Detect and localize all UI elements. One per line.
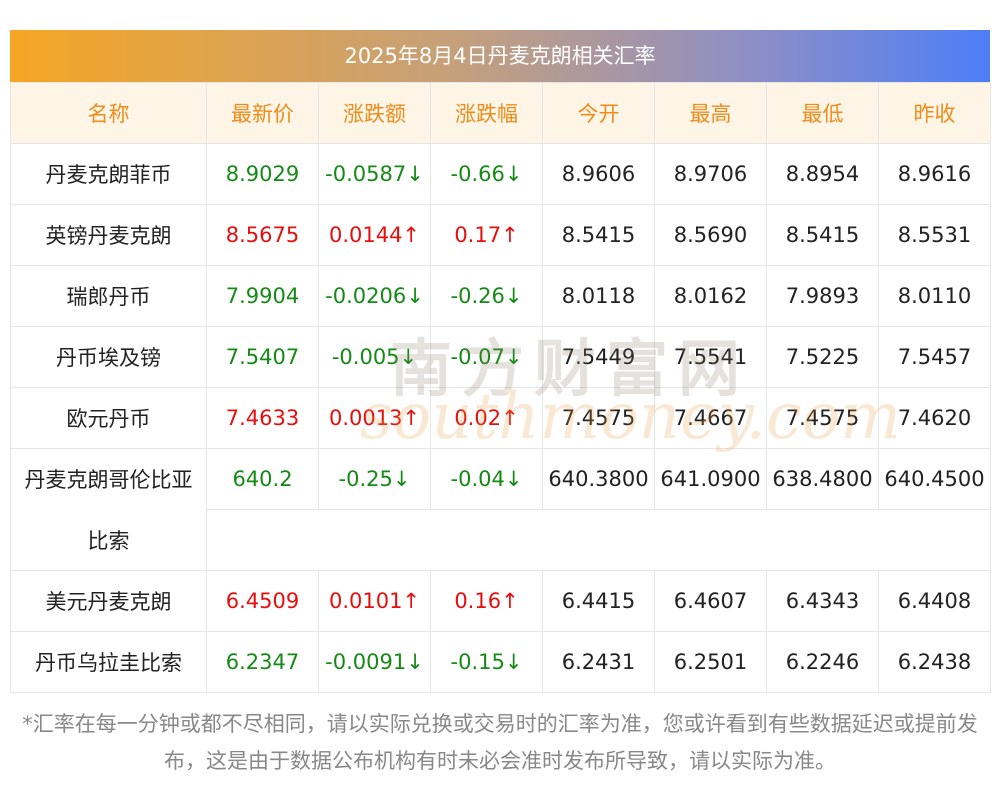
open-cell: 7.4575 bbox=[542, 387, 655, 449]
high-cell: 8.5690 bbox=[654, 204, 767, 266]
column-header: 最新价 bbox=[206, 82, 319, 144]
latest-price-cell: 8.9029 bbox=[206, 143, 319, 205]
change-cell: 0.0013↑ bbox=[318, 387, 431, 449]
latest-price-cell: 7.4633 bbox=[206, 387, 319, 449]
exchange-rate-table: 名称 最新价 涨跌额 涨跌幅 今开 最高 最低 昨收 丹麦克朗菲币 8.9029 -0.0587↓… bbox=[10, 82, 991, 693]
currency-pair-name: 丹麦克朗菲币 bbox=[10, 143, 207, 205]
high-cell: 7.4667 bbox=[654, 387, 767, 449]
change-pct-cell: 0.02↑ bbox=[430, 387, 543, 449]
table-row: 美元丹麦克朗 6.4509 0.0101↑ 0.16↑ 6.4415 6.4607 6.43… bbox=[10, 570, 991, 632]
change-cell: -0.0091↓ bbox=[318, 631, 431, 693]
latest-price-cell: 7.5407 bbox=[206, 326, 319, 388]
open-cell: 7.5449 bbox=[542, 326, 655, 388]
change-pct-cell: -0.15↓ bbox=[430, 631, 543, 693]
change-cell: -0.0206↓ bbox=[318, 265, 431, 327]
change-cell: -0.005↓ bbox=[318, 326, 431, 388]
low-cell: 7.5225 bbox=[766, 326, 879, 388]
currency-pair-name: 丹麦克朗哥伦比亚 bbox=[10, 448, 207, 510]
change-cell: 0.0144↑ bbox=[318, 204, 431, 266]
latest-price-cell: 6.2347 bbox=[206, 631, 319, 693]
currency-pair-name: 美元丹麦克朗 bbox=[10, 570, 207, 632]
table-body: 丹麦克朗菲币 8.9029 -0.0587↓ -0.66↓ 8.9606 8.9706 8.… bbox=[10, 143, 991, 693]
table-row: 欧元丹币 7.4633 0.0013↑ 0.02↑ 7.4575 7.4667 7.4575… bbox=[10, 387, 991, 449]
table-row: 丹币乌拉圭比索 6.2347 -0.0091↓ -0.15↓ 6.2431 6.2501 6… bbox=[10, 631, 991, 693]
table-title: 2025年8月4日丹麦克朗相关汇率 bbox=[10, 30, 990, 82]
table-row: 英镑丹麦克朗 8.5675 0.0144↑ 0.17↑ 8.5415 8.5690 8.54… bbox=[10, 204, 991, 266]
prev-close-cell: 6.2438 bbox=[878, 631, 991, 693]
latest-price-cell: 7.9904 bbox=[206, 265, 319, 327]
table-header-row: 名称 最新价 涨跌额 涨跌幅 今开 最高 最低 昨收 bbox=[10, 82, 991, 144]
currency-pair-name: 丹币乌拉圭比索 bbox=[10, 631, 207, 693]
prev-close-cell: 8.0110 bbox=[878, 265, 991, 327]
prev-close-cell: 8.5531 bbox=[878, 204, 991, 266]
open-cell: 6.2431 bbox=[542, 631, 655, 693]
open-cell: 6.4415 bbox=[542, 570, 655, 632]
currency-pair-name-continued: 比索 bbox=[10, 509, 207, 571]
latest-price-cell: 640.2 bbox=[206, 448, 319, 510]
change-pct-cell: -0.04↓ bbox=[430, 448, 543, 510]
column-header: 名称 bbox=[10, 82, 207, 144]
change-cell: 0.0101↑ bbox=[318, 570, 431, 632]
table-row: 丹麦克朗菲币 8.9029 -0.0587↓ -0.66↓ 8.9606 8.9706 8.… bbox=[10, 143, 991, 205]
latest-price-cell: 6.4509 bbox=[206, 570, 319, 632]
currency-pair-name: 瑞郎丹币 bbox=[10, 265, 207, 327]
open-cell: 640.3800 bbox=[542, 448, 655, 510]
table-row: 丹币埃及镑 7.5407 -0.005↓ -0.07↓ 7.5449 7.5541 7.52… bbox=[10, 326, 991, 388]
change-pct-cell: -0.07↓ bbox=[430, 326, 543, 388]
high-cell: 8.0162 bbox=[654, 265, 767, 327]
currency-pair-name: 英镑丹麦克朗 bbox=[10, 204, 207, 266]
table-row-continuation: 比索 bbox=[10, 509, 991, 571]
change-cell: -0.25↓ bbox=[318, 448, 431, 510]
change-pct-cell: 0.16↑ bbox=[430, 570, 543, 632]
latest-price-cell: 8.5675 bbox=[206, 204, 319, 266]
high-cell: 8.9706 bbox=[654, 143, 767, 205]
table-row: 瑞郎丹币 7.9904 -0.0206↓ -0.26↓ 8.0118 8.0162 7.98… bbox=[10, 265, 991, 327]
high-cell: 6.4607 bbox=[654, 570, 767, 632]
prev-close-cell: 7.5457 bbox=[878, 326, 991, 388]
low-cell: 8.5415 bbox=[766, 204, 879, 266]
change-pct-cell: 0.17↑ bbox=[430, 204, 543, 266]
high-cell: 7.5541 bbox=[654, 326, 767, 388]
column-header: 涨跌额 bbox=[318, 82, 431, 144]
prev-close-cell: 6.4408 bbox=[878, 570, 991, 632]
low-cell: 638.4800 bbox=[766, 448, 879, 510]
low-cell: 6.4343 bbox=[766, 570, 879, 632]
column-header: 今开 bbox=[542, 82, 655, 144]
high-cell: 6.2501 bbox=[654, 631, 767, 693]
open-cell: 8.9606 bbox=[542, 143, 655, 205]
change-pct-cell: -0.66↓ bbox=[430, 143, 543, 205]
low-cell: 7.9893 bbox=[766, 265, 879, 327]
table-row: 丹麦克朗哥伦比亚 640.2 -0.25↓ -0.04↓ 640.3800 641.090… bbox=[10, 448, 991, 510]
high-cell: 641.0900 bbox=[654, 448, 767, 510]
change-pct-cell: -0.26↓ bbox=[430, 265, 543, 327]
open-cell: 8.0118 bbox=[542, 265, 655, 327]
column-header: 昨收 bbox=[878, 82, 991, 144]
change-cell: -0.0587↓ bbox=[318, 143, 431, 205]
column-header: 涨跌幅 bbox=[430, 82, 543, 144]
footnote: *汇率在每一分钟或都不尽相同，请以实际兑换或交易时的汇率为准，您或许看到有些数据… bbox=[22, 712, 978, 773]
low-cell: 6.2246 bbox=[766, 631, 879, 693]
open-cell: 8.5415 bbox=[542, 204, 655, 266]
currency-pair-name: 丹币埃及镑 bbox=[10, 326, 207, 388]
low-cell: 8.8954 bbox=[766, 143, 879, 205]
prev-close-cell: 7.4620 bbox=[878, 387, 991, 449]
prev-close-cell: 8.9616 bbox=[878, 143, 991, 205]
currency-pair-name: 欧元丹币 bbox=[10, 387, 207, 449]
low-cell: 7.4575 bbox=[766, 387, 879, 449]
column-header: 最低 bbox=[766, 82, 879, 144]
empty-cell bbox=[206, 509, 991, 571]
column-header: 最高 bbox=[654, 82, 767, 144]
prev-close-cell: 640.4500 bbox=[878, 448, 991, 510]
